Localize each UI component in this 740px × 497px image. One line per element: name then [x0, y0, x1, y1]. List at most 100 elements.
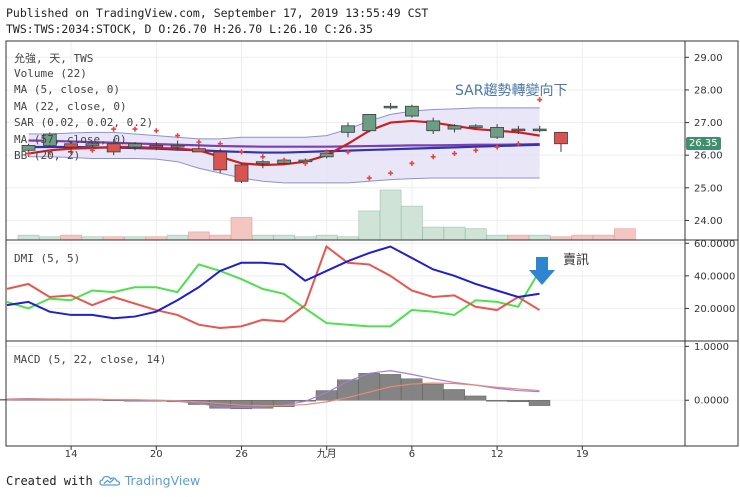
macd-hist-bar	[528, 400, 551, 406]
macd-plot	[0, 370, 551, 410]
candle-body	[106, 143, 121, 153]
volume-bar	[528, 234, 551, 241]
price-legend-item: Volume (22)	[14, 66, 87, 80]
volume-bar	[486, 234, 508, 241]
candle-body	[21, 144, 36, 151]
bb-upper-line	[28, 107, 540, 140]
sar-dot	[239, 149, 244, 155]
outer-frame	[5, 40, 739, 447]
sar-dot	[537, 97, 543, 103]
macd-hist-bar	[443, 389, 465, 401]
candle-body	[404, 105, 419, 117]
volume-bar	[401, 205, 423, 241]
volume-bar	[614, 228, 636, 241]
candle-body	[170, 144, 185, 148]
macd-hist-bar	[507, 400, 529, 403]
sar-dot	[366, 175, 372, 181]
price-legend-item: 允強, 天, TWS	[14, 52, 94, 65]
price-y-label: 28.00	[694, 85, 723, 96]
dmi-minus-line	[6, 244, 541, 329]
axes	[5, 40, 739, 447]
macd-hist-bar	[464, 395, 487, 401]
macd-signal-line	[6, 382, 540, 407]
volume-bar	[273, 234, 295, 241]
macd-y-label: 1.0000	[694, 342, 729, 353]
macd-hist-bar	[486, 400, 508, 402]
candle-body	[341, 125, 355, 133]
price-legend-item: SAR (0.02, 0.02, 0.2)	[14, 116, 154, 129]
sar-dot	[452, 151, 457, 157]
price-legend-item: MA (5, close, 0)	[14, 83, 120, 96]
volume-bar	[571, 234, 594, 241]
sar-dot	[324, 149, 330, 155]
tradingview-cloud-icon	[99, 475, 120, 486]
candle-body	[554, 131, 568, 145]
price-y-label: 24.00	[694, 216, 723, 227]
candle-body	[468, 125, 483, 128]
sar-dot	[175, 133, 181, 139]
candle-body	[213, 151, 228, 171]
candle-body	[234, 164, 249, 182]
tradingview-brand[interactable]: TradingView	[124, 473, 201, 488]
sar-dot	[473, 147, 479, 153]
sar-dot	[68, 149, 74, 155]
volume-bar	[422, 226, 445, 241]
price-legend-item: BB (20, 2)	[14, 149, 81, 162]
price-y-label: 26.00	[694, 151, 723, 162]
sar-dot	[281, 157, 287, 163]
volume-bars	[17, 189, 636, 241]
x-tick-label: 6	[409, 449, 415, 460]
volume-bar	[230, 217, 253, 241]
volume-bar	[507, 234, 530, 241]
x-tick-label: 九月	[317, 448, 337, 460]
volume-bar	[315, 234, 338, 241]
volume-bar	[358, 210, 381, 241]
sar-dot	[89, 147, 95, 153]
candle-body	[426, 120, 441, 132]
volume-bar	[60, 234, 82, 241]
sar-dot	[302, 160, 308, 166]
dmi-lines	[6, 244, 541, 329]
candle-body	[532, 128, 547, 132]
footer: Created with TradingView	[6, 473, 200, 488]
candle-body	[383, 105, 398, 109]
volume-bar	[592, 234, 615, 241]
sar-trend-annotation: SAR趨勢轉變向下	[455, 83, 568, 99]
volume-bar	[188, 231, 210, 241]
arrow-shape	[529, 257, 555, 285]
sar-dot	[515, 141, 521, 147]
macd-hist-bar	[358, 373, 380, 401]
sar-dot	[217, 141, 223, 147]
candle-body	[149, 144, 164, 148]
y-axis-labels: 29.00 28.00 27.00 26.00 25.00 24.00 60.0000 40.…	[685, 53, 735, 407]
x-tick-label: 12	[491, 449, 504, 460]
sar-dot	[409, 160, 415, 166]
candle-body	[490, 127, 505, 138]
dmi-plus-line	[6, 263, 541, 328]
candle-body	[511, 128, 526, 132]
sar-dot	[388, 170, 394, 176]
bb-lower-line	[28, 156, 540, 184]
volume-bar	[166, 234, 189, 241]
price-legend-item: MA (22, close, 0)	[14, 99, 127, 113]
x-tick-label: 20	[150, 449, 163, 460]
volume-bar	[252, 234, 274, 241]
macd-hist-bar	[315, 390, 338, 401]
volume-bar	[464, 228, 487, 241]
dmi-y-label: 40.0000	[694, 271, 735, 282]
macd-hist-bar	[401, 378, 423, 401]
parabolic-sar	[26, 97, 543, 181]
adx-line	[6, 245, 540, 320]
ohlc-line: TWS:TWS:2034:STOCK, D O:26.70 H:26.70 L:…	[6, 22, 373, 36]
macd-hist-bar	[422, 383, 444, 401]
sar-dot	[153, 128, 159, 134]
sar-dot	[132, 126, 138, 132]
sar-dot	[345, 149, 351, 155]
price-y-label: 29.00	[694, 53, 723, 64]
volume-bar	[17, 234, 40, 241]
macd-legend: MACD (5, 22, close, 14)	[14, 353, 167, 366]
macd-hist-bar	[337, 379, 359, 401]
candle-body	[255, 161, 270, 164]
price-y-label: 27.00	[694, 118, 723, 129]
